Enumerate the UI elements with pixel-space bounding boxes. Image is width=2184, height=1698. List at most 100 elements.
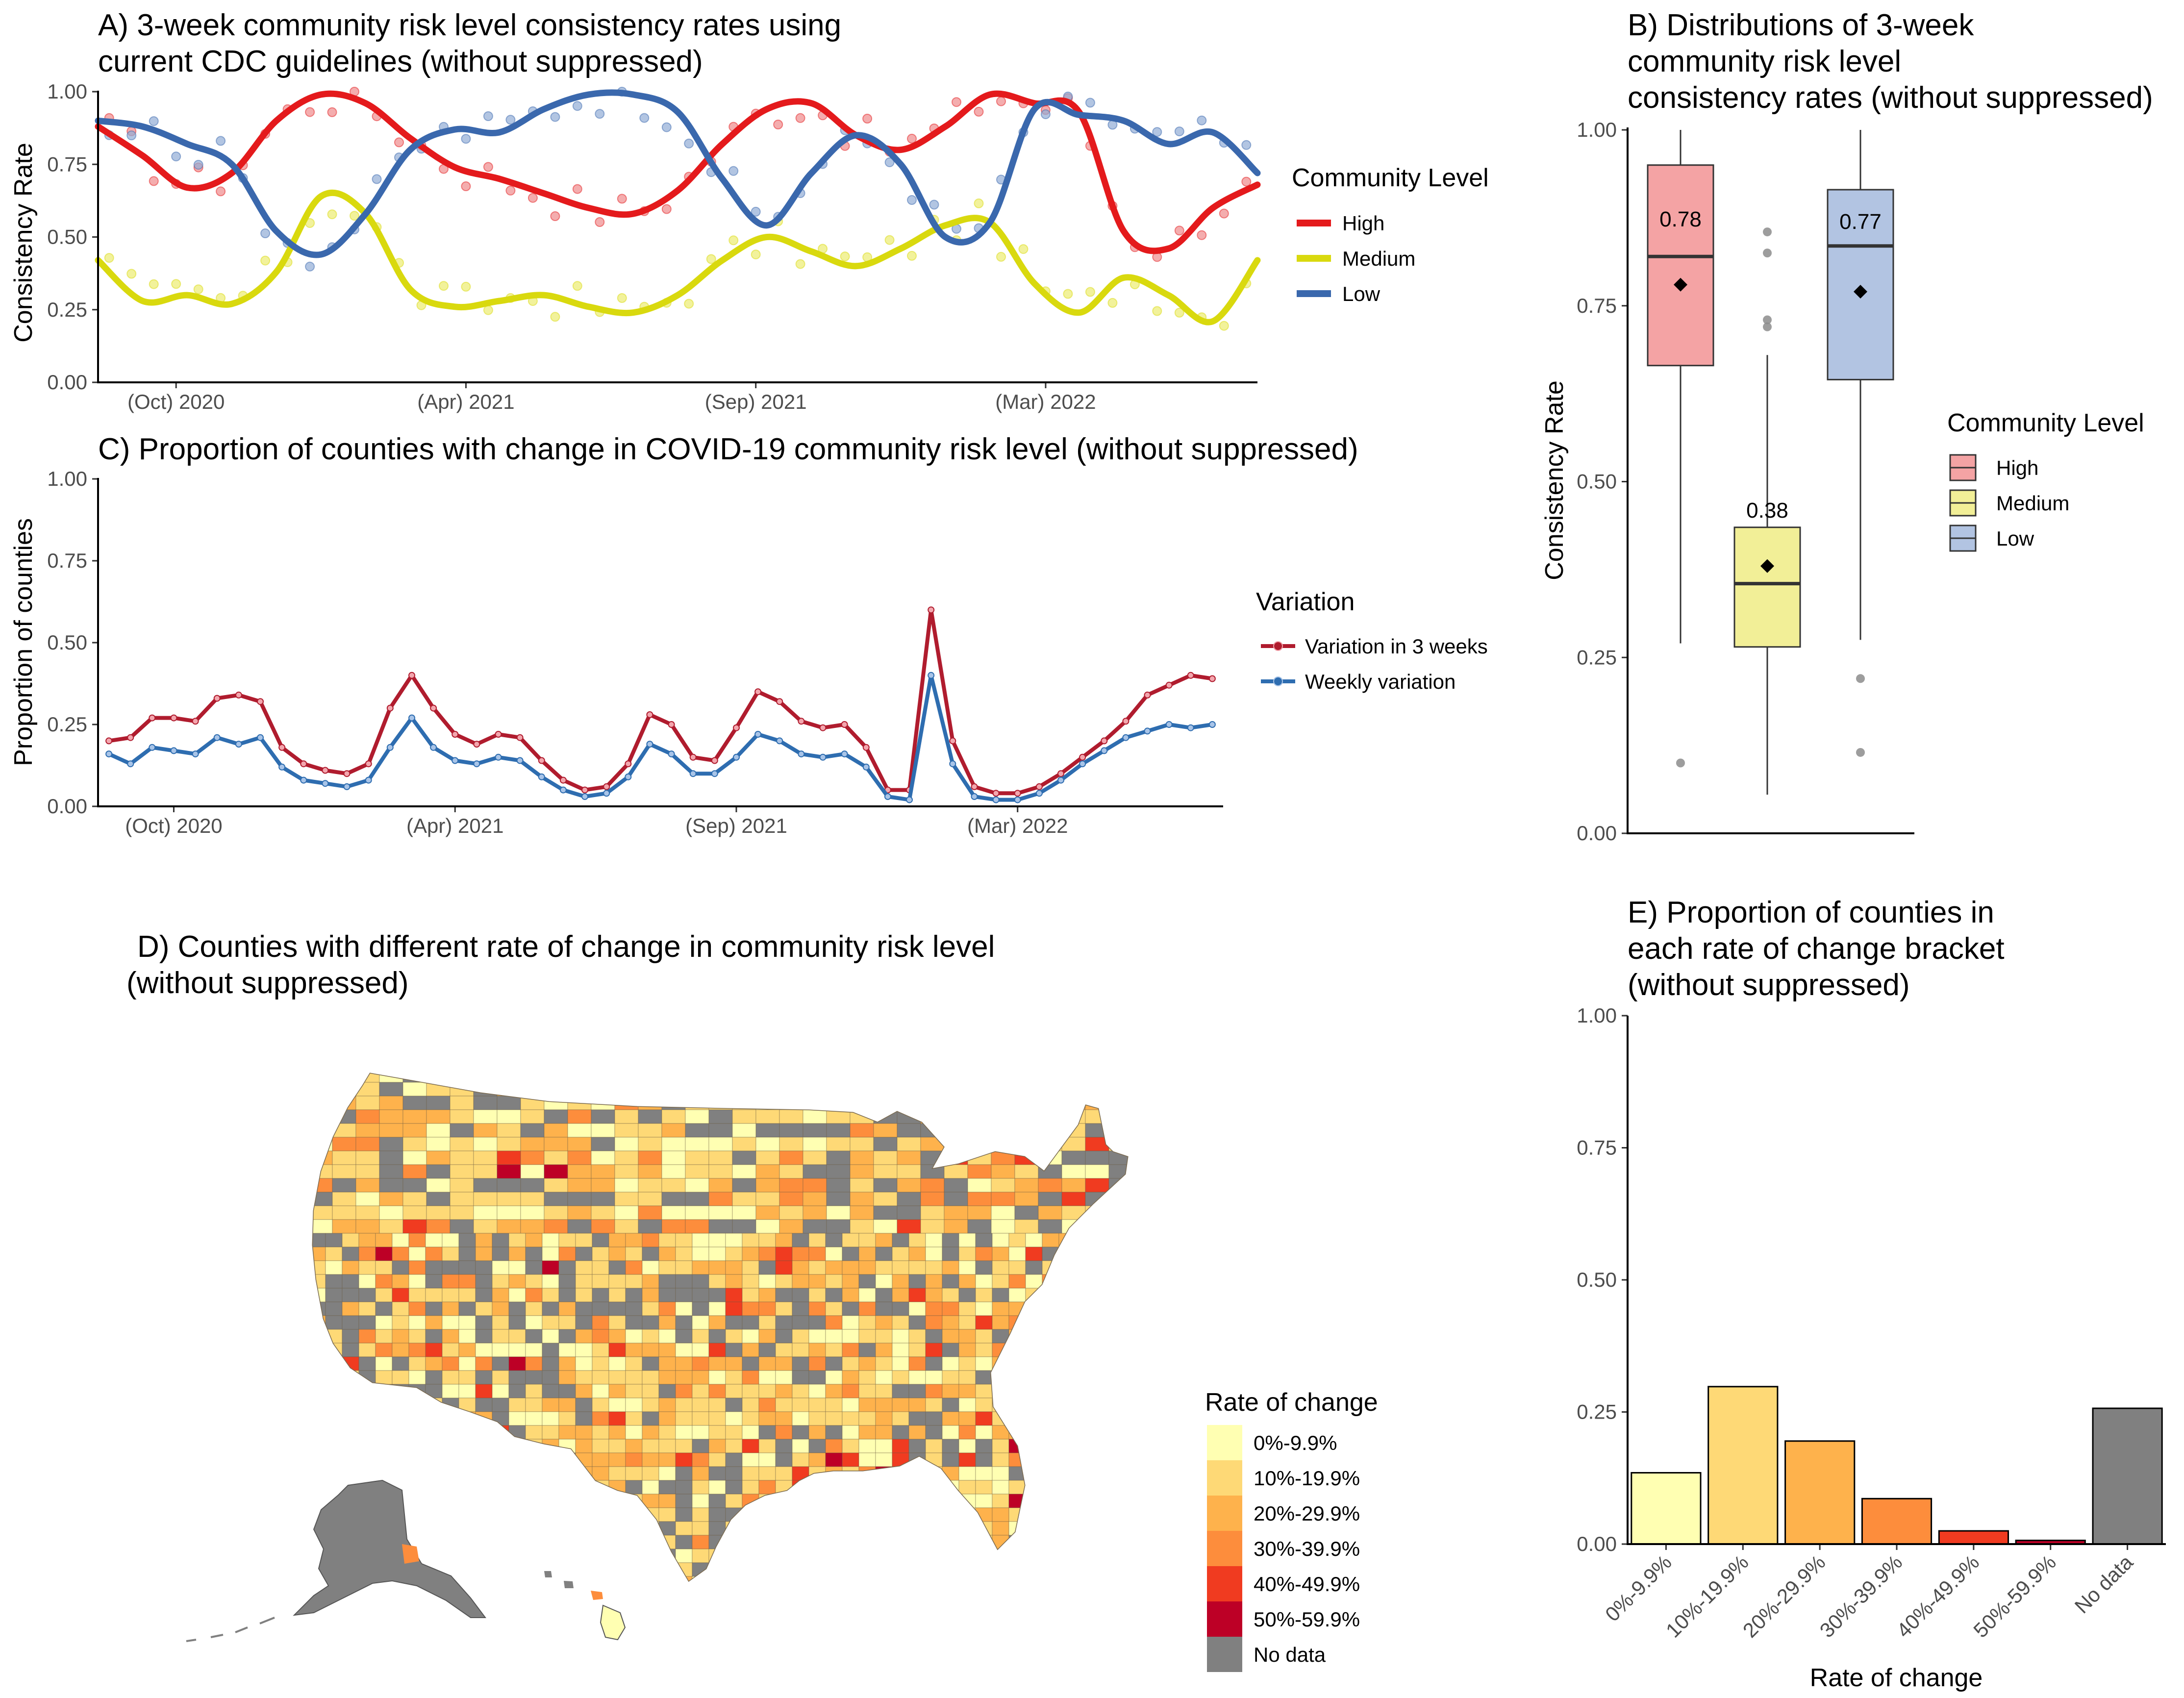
county-cell — [1125, 1439, 1128, 1453]
a-xtick-label: (Apr) 2021 — [417, 390, 514, 413]
county-cell — [967, 1178, 992, 1193]
county-cell — [850, 1096, 874, 1110]
county-cell — [408, 1260, 426, 1275]
county-cell — [1075, 1576, 1093, 1581]
a-point-low — [216, 136, 226, 146]
county-cell — [1058, 1274, 1076, 1289]
a-point-low — [372, 174, 382, 184]
b-box-medium — [1733, 526, 1801, 648]
county-cell — [558, 1548, 576, 1563]
county-cell — [425, 1288, 443, 1302]
county-cell — [992, 1288, 1009, 1302]
c-point-weekly — [278, 763, 286, 771]
county-cell — [358, 1425, 376, 1440]
county-cell — [375, 1425, 393, 1440]
a-point-high — [305, 107, 315, 117]
county-cell — [608, 1507, 626, 1522]
county-cell — [625, 1384, 643, 1398]
b-box-low — [1827, 189, 1894, 380]
c-point-weekly — [581, 793, 588, 800]
county-cell — [658, 1343, 676, 1357]
county-cell — [775, 1548, 793, 1563]
county-cell — [1092, 1343, 1109, 1357]
county-cell — [692, 1452, 709, 1467]
county-cell — [442, 1288, 459, 1302]
county-cell — [925, 1301, 943, 1316]
county-cell — [1061, 1178, 1086, 1193]
county-cell — [525, 1452, 543, 1467]
county-cell — [1075, 1274, 1093, 1289]
county-cell — [313, 1452, 326, 1467]
county-cell — [332, 1123, 356, 1138]
c-point-weekly — [733, 753, 740, 761]
county-cell — [544, 1109, 568, 1124]
county-cell — [1025, 1411, 1043, 1426]
county-cell — [1058, 1343, 1076, 1357]
county-cell — [920, 1219, 945, 1234]
county-cell — [1108, 1082, 1128, 1097]
county-cell — [775, 1247, 793, 1261]
c-point-weekly — [473, 760, 480, 768]
county-cell — [492, 1315, 509, 1330]
county-cell — [473, 1164, 498, 1179]
county-cell — [708, 1439, 726, 1453]
county-cell — [732, 1082, 756, 1097]
county-cell — [402, 1137, 427, 1151]
county-cell — [1108, 1096, 1128, 1110]
county-cell — [975, 1384, 993, 1398]
county-cell — [1038, 1123, 1062, 1138]
county-cell — [658, 1247, 676, 1261]
county-cell — [944, 1096, 968, 1110]
county-cell — [625, 1480, 643, 1495]
county-cell — [575, 1494, 593, 1508]
county-cell — [825, 1356, 843, 1371]
county-cell — [692, 1288, 709, 1302]
county-cell — [725, 1247, 743, 1261]
county-cell — [1042, 1548, 1059, 1563]
county-cell — [842, 1439, 859, 1453]
county-cell — [825, 1494, 843, 1508]
county-cell — [1025, 1343, 1043, 1357]
county-cell — [758, 1260, 776, 1275]
county-cell — [313, 1219, 333, 1234]
c-point-weekly — [1122, 734, 1130, 741]
county-cell — [1125, 1411, 1128, 1426]
county-cell — [858, 1233, 876, 1248]
b-mean-medium — [1760, 559, 1774, 573]
county-cell — [525, 1480, 543, 1495]
c-point-weekly — [798, 750, 805, 758]
county-cell — [675, 1548, 693, 1563]
panel-e-title-line1: E) Proportion of counties in — [1628, 896, 1994, 929]
county-cell — [642, 1343, 659, 1357]
county-cell — [992, 1452, 1009, 1467]
county-cell — [475, 1480, 493, 1495]
county-cell — [975, 1274, 993, 1289]
county-cell — [775, 1562, 793, 1577]
county-cell — [313, 1356, 326, 1371]
c-point-var3w — [430, 704, 437, 712]
county-cell — [842, 1535, 859, 1549]
county-cell — [492, 1535, 509, 1549]
c-ytick-label: 0.00 — [47, 795, 87, 818]
county-cell — [692, 1233, 709, 1248]
county-cell — [708, 1452, 726, 1467]
county-cell — [1058, 1466, 1076, 1481]
county-cell — [402, 1164, 427, 1179]
county-cell — [808, 1576, 826, 1581]
county-cell — [625, 1274, 643, 1289]
county-cell — [967, 1074, 992, 1083]
county-cell — [520, 1205, 545, 1220]
county-cell — [1014, 1192, 1039, 1206]
county-cell — [525, 1466, 543, 1481]
county-cell — [1025, 1274, 1043, 1289]
legend-d-key-3 — [1207, 1531, 1242, 1566]
e-xtick-label-6: No data — [2070, 1550, 2138, 1618]
county-cell — [608, 1356, 626, 1371]
county-cell — [342, 1398, 359, 1412]
county-cell — [792, 1274, 809, 1289]
county-cell — [1092, 1398, 1109, 1412]
county-cell — [592, 1439, 609, 1453]
a-point-high — [996, 96, 1006, 106]
county-cell — [708, 1411, 726, 1426]
county-cell — [544, 1123, 568, 1138]
